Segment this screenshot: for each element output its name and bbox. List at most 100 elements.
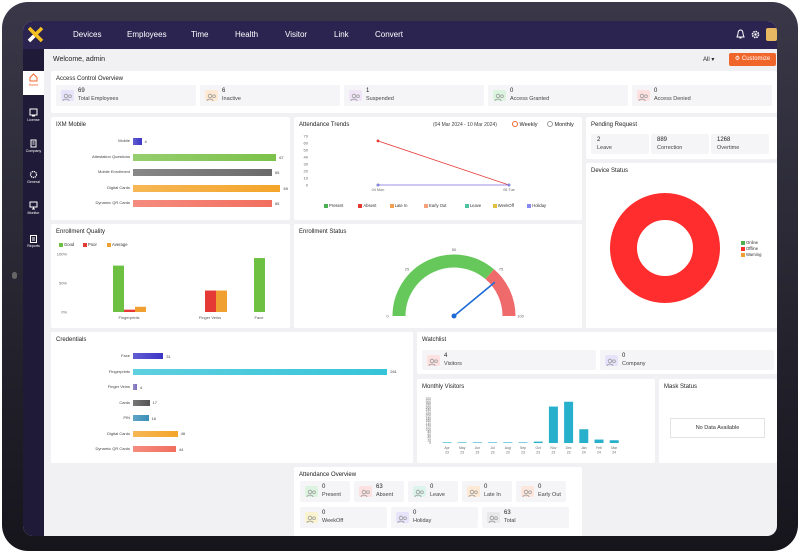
legend-item[interactable]: Absent (358, 203, 376, 208)
stat-inactive[interactable]: 6 Inactive (200, 85, 340, 106)
stat-access-denied[interactable]: 0 Access Denied (632, 85, 772, 106)
stat-suspended[interactable]: 1 Suspended (344, 85, 484, 106)
stat-value: 0 (322, 510, 326, 516)
bar[interactable] (216, 290, 227, 312)
bar[interactable] (133, 446, 176, 452)
sidebar-item-home[interactable]: Home (23, 71, 44, 95)
monthly-radio[interactable]: Monthly (547, 121, 574, 128)
stat-holiday[interactable]: 0 Holiday (391, 507, 478, 528)
nav-employees[interactable]: Employees (127, 30, 167, 39)
stat-access-granted[interactable]: 0 Access Granted (488, 85, 628, 106)
bar-value: 44 (178, 446, 184, 452)
stat-late-in[interactable]: 0 Late In (462, 481, 512, 502)
nav-link[interactable]: Link (334, 30, 349, 39)
filter-select[interactable]: All ▾ (703, 56, 714, 63)
legend-item[interactable]: Early Out (424, 203, 446, 208)
bar[interactable] (488, 442, 498, 443)
nav-devices[interactable]: Devices (73, 30, 102, 39)
bar[interactable] (472, 442, 482, 443)
bar[interactable] (548, 406, 558, 443)
gauge-tick: 50 (452, 247, 457, 252)
bar[interactable] (564, 401, 574, 443)
nav-convert[interactable]: Convert (375, 30, 404, 39)
stat-leave[interactable]: 2 Leave (591, 134, 649, 154)
y-tick: 60 (427, 433, 431, 437)
legend-item[interactable]: WeekOff (492, 203, 514, 208)
bar-label: Face (121, 353, 130, 358)
stat-correction[interactable]: 889 Correction (651, 134, 709, 154)
sidebar: Home License Company General Monitor Rep… (23, 49, 44, 536)
legend-item[interactable]: Good (59, 242, 74, 247)
stat-weekoff[interactable]: 0 WeekOff (300, 507, 387, 528)
bar[interactable] (579, 429, 589, 443)
legend-item[interactable]: Warning (741, 252, 761, 257)
x-tick-month: Jul (490, 446, 495, 450)
data-point[interactable] (507, 183, 511, 187)
bar[interactable] (133, 184, 281, 192)
legend-item[interactable]: Leave (464, 203, 481, 208)
sidebar-item-monitor[interactable]: Monitor (23, 199, 44, 223)
legend-item[interactable]: Late In (389, 203, 407, 208)
stat-label: Absent (376, 492, 394, 498)
y-tick: 70 (304, 134, 309, 139)
sidebar-item-company[interactable]: Company (23, 137, 44, 161)
card-title: IXM Mobile (56, 122, 87, 128)
bar[interactable] (133, 153, 277, 161)
stat-company[interactable]: 0 Company (600, 350, 774, 370)
bar[interactable] (133, 415, 149, 421)
bar[interactable] (457, 442, 467, 443)
legend-item[interactable]: Present (324, 203, 343, 208)
stat-visitors[interactable]: 4 Visitors (422, 350, 596, 370)
bar[interactable] (133, 353, 164, 359)
stat-absent[interactable]: 63 Absent (354, 481, 404, 502)
sidebar-item-general[interactable]: General (23, 168, 44, 192)
bar[interactable] (124, 309, 135, 312)
avatar[interactable] (766, 28, 777, 41)
stat-total[interactable]: 63 Total (482, 507, 569, 528)
nav-health[interactable]: Health (235, 30, 259, 39)
nav-visitor[interactable]: Visitor (285, 30, 308, 39)
nav-time[interactable]: Time (191, 30, 209, 39)
bar[interactable] (133, 138, 142, 145)
stat-leave[interactable]: 0 Leave (408, 481, 458, 502)
no-data-message: No Data Available (670, 418, 765, 438)
logo-icon (27, 26, 44, 43)
enrollment-quality-card: Enrollment Quality 100% 50% 0% Fingerprints… (51, 224, 290, 328)
bar-label: Fingerprints (108, 368, 130, 374)
bar[interactable] (533, 441, 543, 443)
bar[interactable] (254, 258, 265, 312)
customize-button[interactable]: ⚙ Customize (729, 53, 776, 66)
bar[interactable] (503, 442, 513, 443)
bar[interactable] (135, 306, 146, 312)
access-control-card: Access Control Overview 69 Total Employee… (51, 71, 777, 113)
legend-item[interactable]: Poor (83, 242, 97, 247)
stat-present[interactable]: 0 Present (300, 481, 350, 502)
bar[interactable] (133, 399, 150, 406)
stat-overtime[interactable]: 1268 Overtime (711, 134, 769, 154)
bar[interactable] (442, 442, 452, 443)
legend-item[interactable]: Offline (741, 246, 758, 251)
bar[interactable] (133, 368, 388, 375)
bar[interactable] (594, 439, 604, 443)
sidebar-item-reports[interactable]: Reports (23, 232, 44, 256)
legend-item[interactable]: Average (107, 242, 128, 247)
top-navbar: Devices Employees Time Health Visitor Li… (23, 21, 777, 49)
weekly-radio[interactable]: Weekly (512, 121, 537, 128)
stat-total-employees[interactable]: 69 Total Employees (56, 85, 196, 106)
bar[interactable] (609, 440, 619, 443)
bar[interactable] (133, 384, 137, 390)
bell-icon[interactable] (735, 29, 746, 40)
bar[interactable] (133, 200, 272, 207)
bar[interactable] (133, 430, 178, 437)
bar[interactable] (133, 169, 272, 176)
sidebar-item-license[interactable]: License (23, 106, 44, 130)
stat-early-out[interactable]: 0 Early Out (516, 481, 566, 502)
bar[interactable] (113, 265, 124, 312)
data-point[interactable] (376, 139, 380, 143)
legend-item[interactable]: Online (741, 240, 758, 245)
bar[interactable] (518, 442, 528, 443)
y-tick: 40 (427, 436, 431, 440)
legend-item[interactable]: Holiday (527, 203, 546, 208)
bar[interactable] (205, 290, 216, 312)
gear-icon[interactable] (750, 29, 761, 40)
